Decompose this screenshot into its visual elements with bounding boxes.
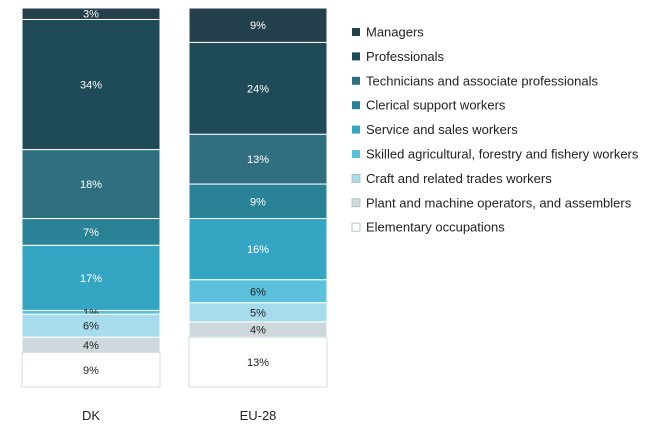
- value-label-dk-5: 17%: [80, 273, 102, 285]
- bar-segment-eu-28-2: [188, 41, 328, 135]
- bar-segment-eu-28-4: [188, 183, 328, 220]
- bar-segment-dk-9: [21, 352, 161, 388]
- legend-label-6: Skilled agricultural, forestry and fishe…: [366, 147, 639, 162]
- legend-swatch-5: [352, 125, 360, 134]
- legend-label-1: Managers: [366, 25, 424, 40]
- value-label-eu-28-6: 6%: [250, 286, 266, 298]
- legend-label-7: Craft and related trades workers: [366, 171, 552, 186]
- bar-segment-dk-2: [21, 18, 161, 151]
- legend-label-5: Service and sales workers: [366, 122, 518, 137]
- legend-swatch-2: [352, 52, 360, 61]
- bar-segment-eu-28-5: [188, 218, 328, 281]
- legend-label-3: Technicians and associate professionals: [366, 73, 598, 88]
- legend-swatch-9: [351, 222, 361, 232]
- value-label-eu-28-3: 13%: [247, 154, 269, 166]
- value-label-eu-28-4: 9%: [250, 196, 266, 208]
- legend-label-4: Clerical support workers: [366, 98, 506, 113]
- legend-label-2: Professionals: [366, 49, 445, 64]
- value-label-eu-28-7: 5%: [250, 307, 266, 319]
- value-label-dk-3: 18%: [80, 179, 102, 191]
- legend-label-9: Elementary occupations: [366, 220, 505, 235]
- value-label-eu-28-2: 24%: [247, 83, 269, 95]
- category-label-eu-28: EU-28: [240, 408, 277, 423]
- value-label-eu-28-5: 16%: [247, 244, 269, 256]
- value-label-eu-28-9: 13%: [247, 357, 269, 369]
- bar-segment-dk-5: [21, 244, 161, 311]
- category-label-dk: DK: [82, 408, 100, 423]
- value-label-dk-8: 4%: [83, 340, 99, 352]
- value-label-dk-9: 9%: [83, 365, 99, 377]
- value-label-dk-4: 7%: [83, 227, 99, 239]
- bar-segment-eu-28-9: [188, 336, 328, 388]
- legend-label-8: Plant and machine operators, and assembl…: [366, 195, 632, 210]
- value-label-eu-28-8: 4%: [250, 325, 266, 337]
- legend-swatch-6: [352, 150, 360, 158]
- legend-swatch-4: [352, 101, 360, 110]
- legend-swatch-1: [352, 28, 360, 36]
- value-label-dk-7: 6%: [83, 321, 99, 333]
- bar-segment-eu-28-3: [188, 133, 328, 185]
- value-label-dk-1: 3%: [83, 9, 99, 21]
- bar-segment-eu-28-1: [188, 7, 328, 43]
- bar-segment-dk-4: [21, 218, 161, 246]
- value-label-dk-2: 34%: [80, 80, 102, 92]
- legend-swatch-7: [351, 173, 361, 183]
- value-label-eu-28-1: 9%: [250, 20, 266, 32]
- legend-swatch-8: [351, 198, 361, 208]
- legend-swatch-3: [352, 76, 360, 85]
